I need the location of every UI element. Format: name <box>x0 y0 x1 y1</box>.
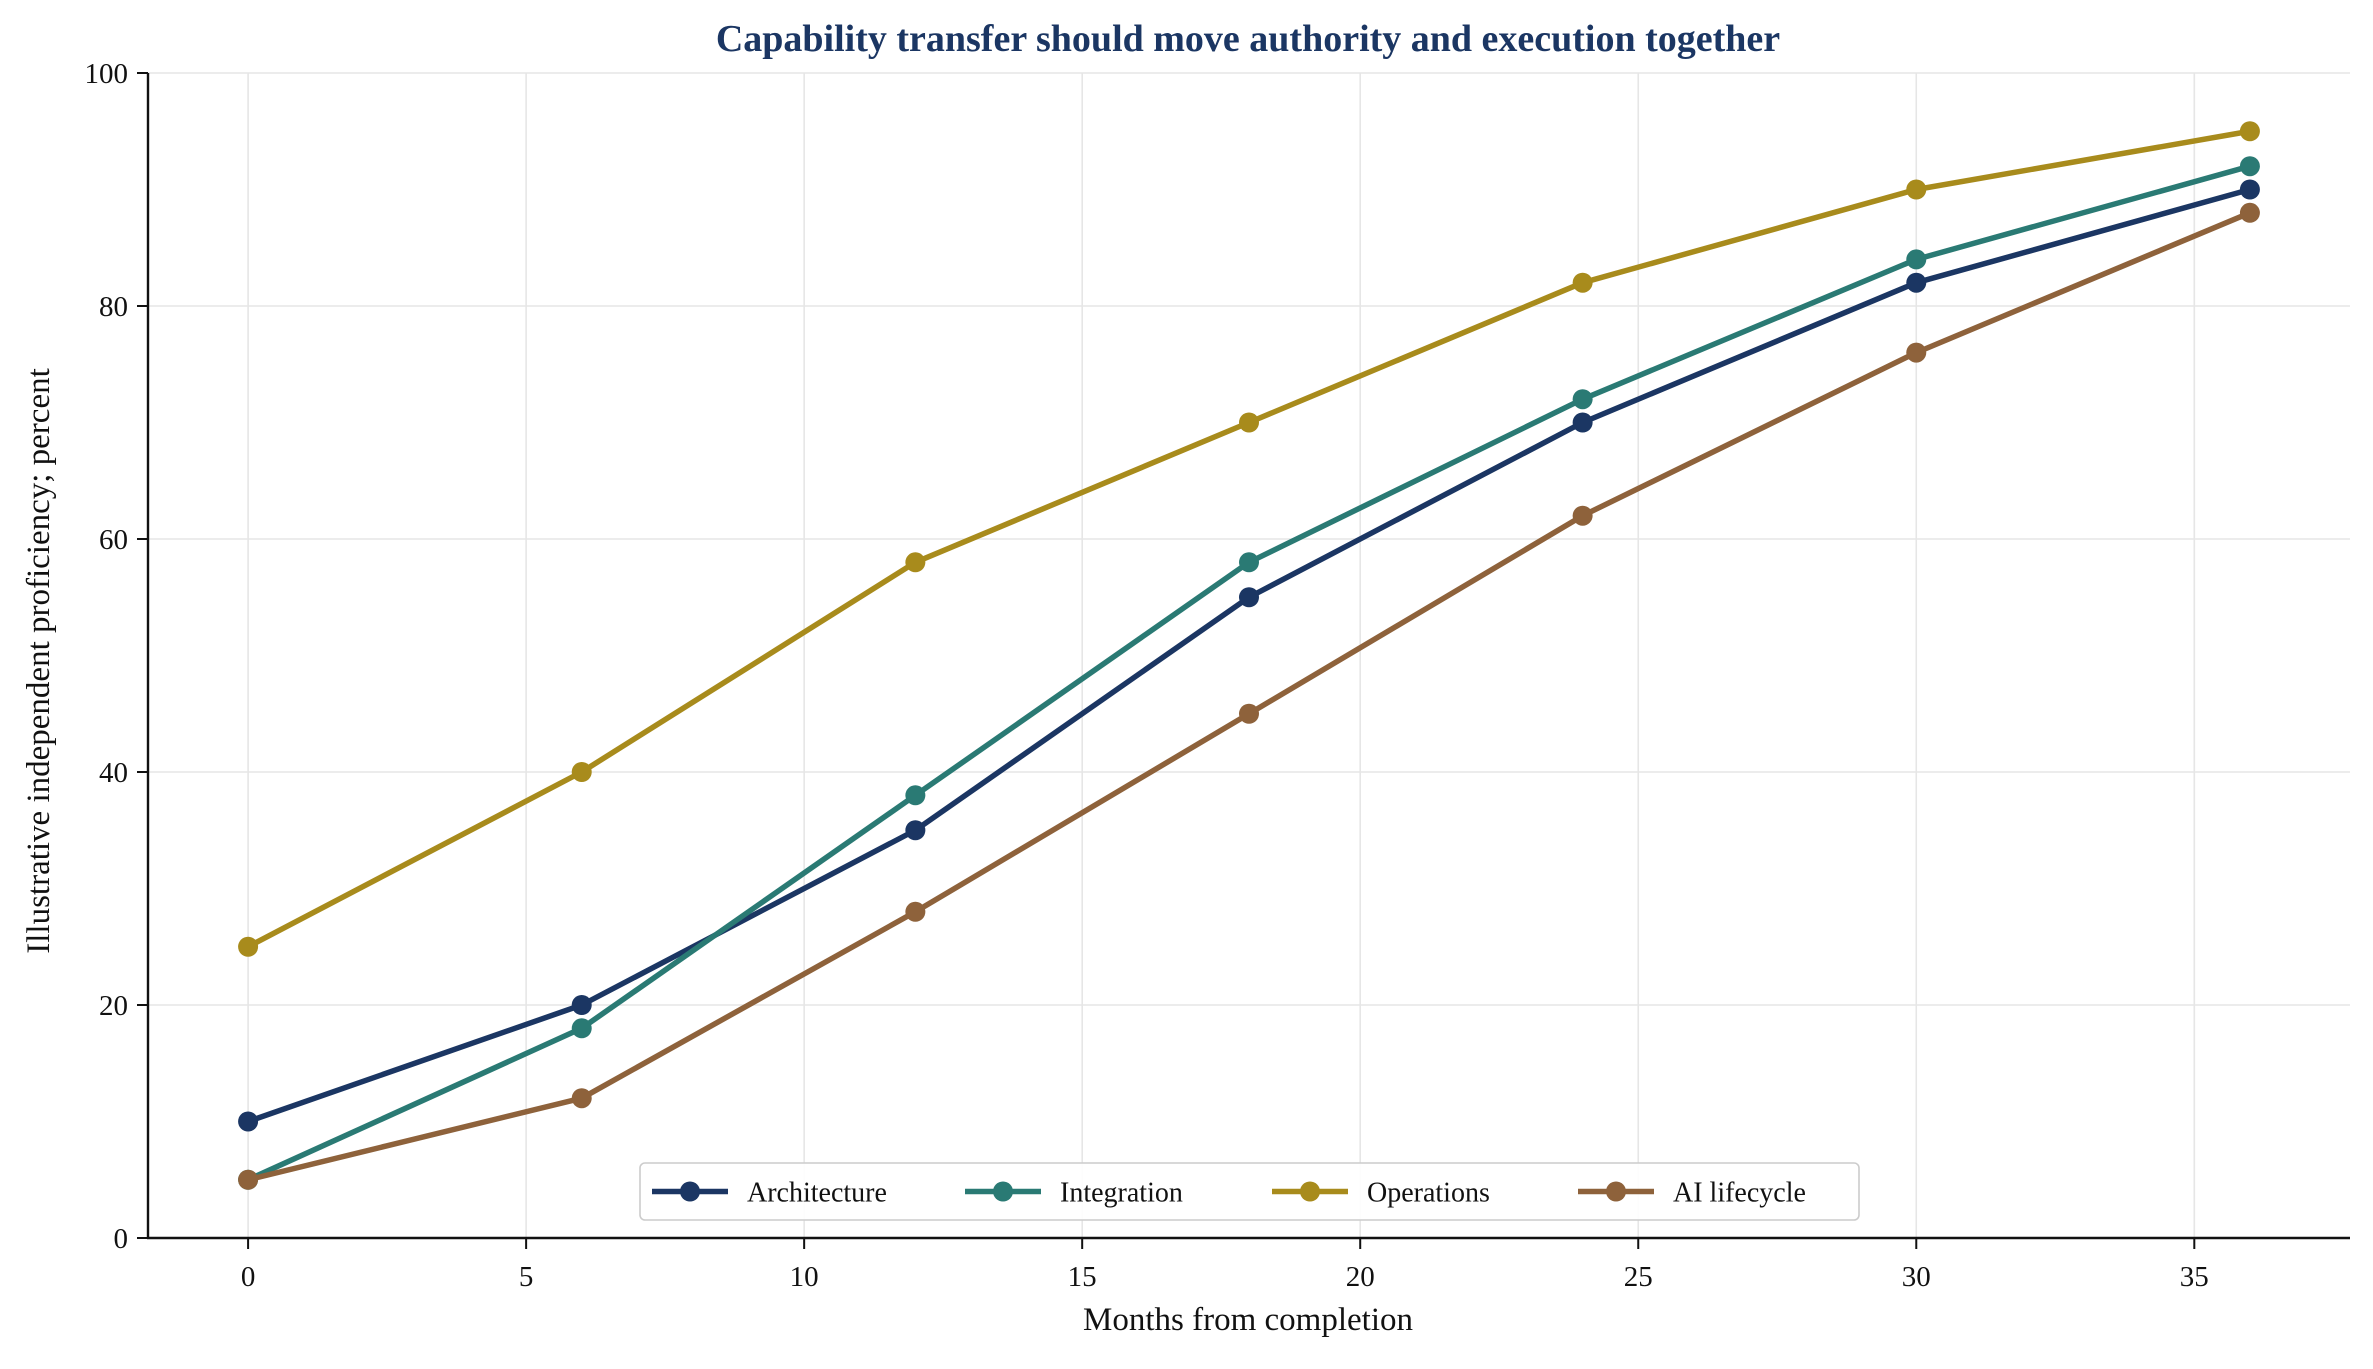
data-point <box>905 785 926 806</box>
data-point <box>1239 552 1259 573</box>
legend-item: Operations <box>1272 1178 1490 1209</box>
series-line <box>245 210 2253 1183</box>
x-axis-label: Months from completion <box>1083 1302 1413 1338</box>
data-point <box>1572 412 1593 433</box>
legend-label: Architecture <box>747 1178 887 1209</box>
legend-swatch-marker <box>680 1181 700 1202</box>
data-point <box>571 1088 592 1109</box>
legend: Architecture Integration Operations AI life… <box>639 1162 1860 1221</box>
gridlines <box>148 72 2350 1238</box>
data-point <box>905 901 926 922</box>
y-axis-label: Illustrative independent proficiency; pe… <box>21 368 57 954</box>
legend-item: AI lifecycle <box>1578 1178 1806 1209</box>
data-point <box>1906 272 1927 293</box>
chart-title: Capability transfer should move authorit… <box>716 18 1780 60</box>
series-lines <box>238 121 2260 1190</box>
legend-frame <box>639 1162 1860 1221</box>
data-point <box>1906 342 1927 363</box>
x-tick-label: 10 <box>790 1261 819 1293</box>
y-tick-label: 40 <box>99 757 128 789</box>
data-point <box>571 995 592 1015</box>
axes <box>137 72 2350 1249</box>
legend-label: Operations <box>1367 1178 1490 1209</box>
series-integration <box>238 156 2260 1190</box>
legend-label: AI lifecycle <box>1673 1178 1806 1209</box>
data-point <box>571 762 592 782</box>
tick-labels: 0 5 10 15 20 25 30 35 0 20 40 60 80 100 <box>85 58 2209 1293</box>
y-tick-label: 100 <box>85 58 129 90</box>
data-point <box>238 936 259 957</box>
data-point <box>2239 121 2260 142</box>
x-tick-label: 15 <box>1068 1261 1097 1293</box>
series-line <box>245 163 2253 1183</box>
legend-swatch-marker <box>1300 1181 1320 1202</box>
data-point <box>1239 412 1259 433</box>
data-point <box>905 820 926 841</box>
series-ai-lifecycle <box>238 202 2260 1190</box>
data-point <box>905 552 926 573</box>
x-tick-label: 5 <box>519 1261 534 1293</box>
data-point <box>2239 179 2260 200</box>
legend-item: Integration <box>965 1178 1183 1209</box>
series-line <box>245 186 2253 1125</box>
series-operations <box>238 121 2260 957</box>
data-point <box>1572 272 1593 293</box>
data-point <box>2239 202 2260 223</box>
x-tick-label: 20 <box>1346 1261 1375 1293</box>
x-tick-label: 35 <box>2180 1261 2209 1293</box>
y-tick-label: 60 <box>99 524 128 556</box>
legend-item: Architecture <box>652 1178 887 1209</box>
data-point <box>2239 156 2260 177</box>
data-point <box>571 1018 592 1039</box>
legend-label: Integration <box>1060 1178 1183 1209</box>
data-point <box>238 1111 259 1132</box>
x-tick-label: 0 <box>241 1261 256 1293</box>
data-point <box>1906 179 1927 200</box>
y-tick-label: 20 <box>99 990 128 1022</box>
series-architecture <box>238 179 2260 1132</box>
data-point <box>1239 587 1259 608</box>
x-tick-label: 30 <box>1902 1261 1931 1293</box>
data-point <box>1239 703 1259 724</box>
y-tick-label: 0 <box>114 1223 129 1255</box>
x-tick-label: 25 <box>1624 1261 1653 1293</box>
data-point <box>238 1169 259 1190</box>
legend-swatch-marker <box>1606 1181 1626 1202</box>
data-point <box>1572 389 1593 410</box>
legend-swatch-marker <box>993 1181 1013 1202</box>
data-point <box>1572 505 1593 526</box>
y-tick-label: 80 <box>99 291 128 323</box>
data-point <box>1906 249 1927 270</box>
